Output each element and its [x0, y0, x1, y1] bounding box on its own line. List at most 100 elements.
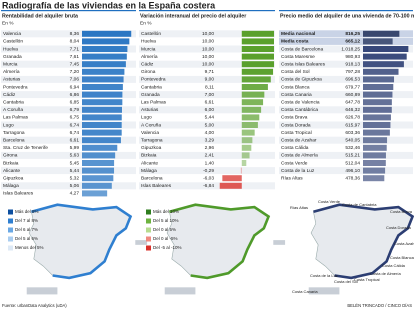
value-label: 696,53	[345, 77, 360, 83]
row-bg	[139, 121, 275, 129]
row-bg	[139, 113, 275, 121]
map-coast	[169, 203, 271, 280]
value-label: 679,77	[345, 84, 360, 90]
row-bg	[1, 37, 136, 45]
value-label: 2,96	[205, 145, 215, 151]
value-label: 6,74	[70, 122, 80, 128]
bar	[241, 160, 247, 166]
value-label: 532,46	[345, 145, 360, 151]
map	[308, 203, 414, 295]
value-label: 8,11	[205, 84, 214, 90]
category-label: Costa de Almería	[281, 153, 318, 159]
row-bg	[1, 113, 136, 121]
row-bg	[279, 167, 413, 175]
row-bg	[139, 53, 275, 61]
value-label: 5,06	[70, 183, 80, 189]
bar	[240, 167, 242, 174]
row-bg	[139, 129, 275, 137]
legend-swatch	[8, 245, 13, 251]
value-label: -6,03	[203, 175, 214, 181]
value-label: 4,00	[205, 130, 215, 136]
coast-label: Costa de la Luz	[310, 273, 338, 278]
value-label: 6,74	[70, 130, 80, 136]
bar	[82, 129, 122, 136]
category-label: Tarragona	[3, 130, 25, 136]
category-label: Murcia	[3, 61, 18, 67]
category-label: Pontevedra	[3, 84, 28, 90]
row-bg	[1, 106, 136, 114]
bar	[82, 61, 126, 68]
category-label: Media costa	[281, 39, 309, 45]
header-bar	[139, 10, 275, 12]
bar	[82, 68, 125, 75]
value-label: 6,85	[70, 99, 80, 105]
coast-label: Costa Verde	[318, 199, 341, 204]
value-label: 7,45	[70, 61, 80, 67]
row-bg	[279, 91, 413, 99]
value-label: 4,27	[70, 191, 80, 197]
bar	[363, 38, 393, 45]
value-label: 5,63	[70, 153, 80, 159]
row-bg	[139, 30, 275, 38]
bar	[363, 144, 387, 151]
category-label: Costa Tropical	[281, 130, 312, 136]
map-coast	[313, 203, 414, 280]
value-label: 626,78	[345, 115, 360, 121]
map-land	[166, 204, 269, 279]
category-label: Bizkaia	[3, 160, 19, 166]
row-bg	[139, 182, 275, 190]
value-label: 647,78	[345, 99, 360, 105]
bar	[363, 53, 407, 60]
row-bg	[139, 106, 275, 114]
row-bg	[1, 30, 136, 38]
coast-label: Costa del Sol	[334, 279, 358, 284]
bar	[363, 167, 386, 174]
row-bg	[139, 83, 275, 91]
row-bg	[139, 91, 275, 99]
category-label: Gipuzkoa	[141, 145, 162, 151]
category-label: Costa Canaria	[281, 92, 312, 98]
value-label: 7,06	[70, 77, 80, 83]
category-label: Rías Altas	[281, 175, 303, 181]
bar	[241, 46, 274, 52]
legend-label: Del 5 al 6%	[15, 236, 38, 241]
bar	[363, 122, 391, 128]
bar	[82, 144, 118, 151]
map	[164, 203, 286, 295]
bar	[363, 160, 386, 166]
value-label: 7,20	[70, 69, 80, 75]
legend-swatch	[146, 245, 151, 251]
value-label: 7,00	[205, 92, 215, 98]
value-label: 2,41	[205, 153, 215, 159]
legend-label: Del 0 al 5%	[153, 227, 176, 232]
value-label: 6,00	[205, 107, 215, 113]
panel-title: Variación interanual del precio del alqu…	[140, 13, 246, 19]
value-label: 9,00	[205, 77, 215, 83]
value-label: 5,45	[70, 160, 80, 166]
title: Radiografía de las viviendas en la Españ…	[2, 0, 216, 10]
value-label: 9,71	[205, 69, 215, 75]
bar	[363, 61, 404, 68]
value-label: 8,04	[70, 39, 80, 45]
row-bg	[279, 60, 413, 68]
panel-title: Rentabilidad del alquiler bruta	[2, 13, 78, 19]
category-label: Granada	[141, 92, 160, 98]
category-label: Alicante	[141, 160, 158, 166]
category-label: Costa Blanca	[281, 84, 310, 90]
category-label: Costa Verde	[281, 160, 308, 166]
category-label: Costa de Azahar	[281, 137, 317, 143]
category-label: Almería	[3, 69, 20, 75]
value-label: -0,29	[203, 168, 214, 174]
legend-swatch	[8, 227, 13, 233]
bar	[241, 137, 253, 144]
row-bg	[1, 121, 136, 129]
bar	[363, 68, 399, 75]
panel-title: Precio medio del alquiler de una viviend…	[280, 13, 414, 19]
legend-label: Del 0 al -5%	[153, 236, 178, 241]
legend-swatch	[8, 236, 13, 242]
value-label: 10,00	[202, 39, 214, 45]
bar	[363, 175, 385, 182]
value-label: 1.018,25	[341, 46, 360, 52]
bar	[222, 175, 242, 182]
